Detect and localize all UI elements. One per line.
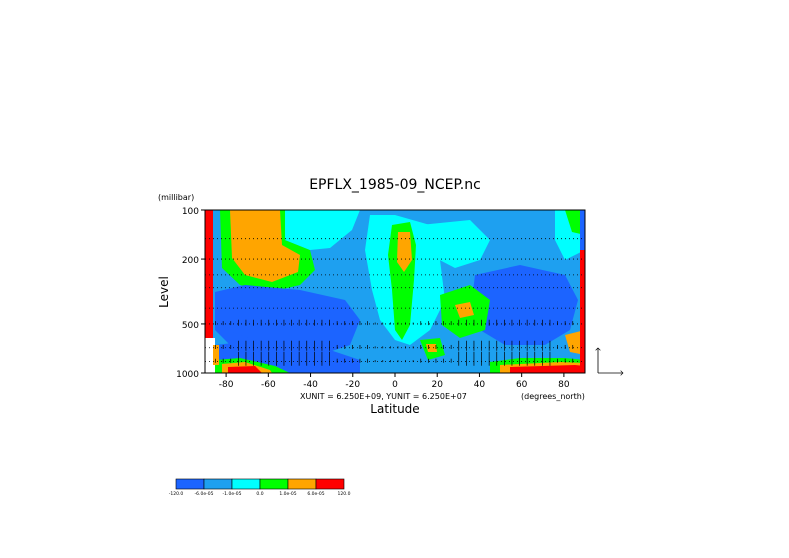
y-unit-label: (millibar): [158, 193, 194, 202]
x-tick-label: 60: [516, 380, 528, 390]
colorbar-label: 1.0e-05: [279, 491, 296, 497]
x-tick-label: 0: [392, 380, 398, 390]
x-tick-label: -60: [261, 380, 276, 390]
y-tick-label: 200: [182, 256, 199, 266]
y-ticks: 100 200 500 1000: [176, 207, 205, 380]
x-tick-label: -20: [345, 380, 360, 390]
colorbar: -120.0 -6.0e-05 -1.0e-05 0.0 1.0e-05 6.0e-05 1…: [169, 478, 351, 497]
colorbar-label: 120.0: [338, 491, 351, 497]
x-ticks: -80 -60 -40 -20 0 20 40 60 80: [219, 373, 570, 390]
reference-vector-icon: [598, 348, 623, 373]
y-tick-label: 500: [182, 321, 199, 331]
contour-field: [205, 210, 585, 373]
x-tick-label: -80: [219, 380, 234, 390]
x-tick-label: 80: [558, 380, 570, 390]
x-tick-label: 20: [431, 380, 443, 390]
x-unit-label: (degrees_north): [521, 392, 585, 401]
colorbar-swatch: [175, 478, 205, 490]
x-tick-label: -40: [303, 380, 318, 390]
y-tick-label: 1000: [176, 370, 199, 380]
colorbar-swatch: [287, 478, 317, 490]
vector-scale-text: XUNIT = 6.250E+09, YUNIT = 6.250E+07: [300, 392, 467, 401]
x-tick-label: 40: [474, 380, 486, 390]
colorbar-label: -120.0: [169, 491, 184, 497]
colorbar-label: -1.0e-05: [223, 491, 242, 497]
y-tick-label: 100: [182, 207, 199, 217]
colorbar-swatch: [315, 478, 345, 490]
colorbar-swatch: [259, 478, 289, 490]
colorbar-label: 6.0e-05: [307, 491, 324, 497]
chart-title: EPFLX_1985-09_NCEP.nc: [309, 177, 481, 193]
colorbar-label: -6.0e-05: [195, 491, 214, 497]
gridlines: [205, 238, 585, 362]
y-axis-label: Level: [157, 276, 171, 308]
colorbar-swatch: [203, 478, 233, 490]
colorbar-label: 0.0: [256, 491, 263, 497]
x-axis-label: Latitude: [370, 402, 419, 416]
colorbar-swatch: [231, 478, 261, 490]
ep-flux-vectors: [215, 319, 574, 366]
